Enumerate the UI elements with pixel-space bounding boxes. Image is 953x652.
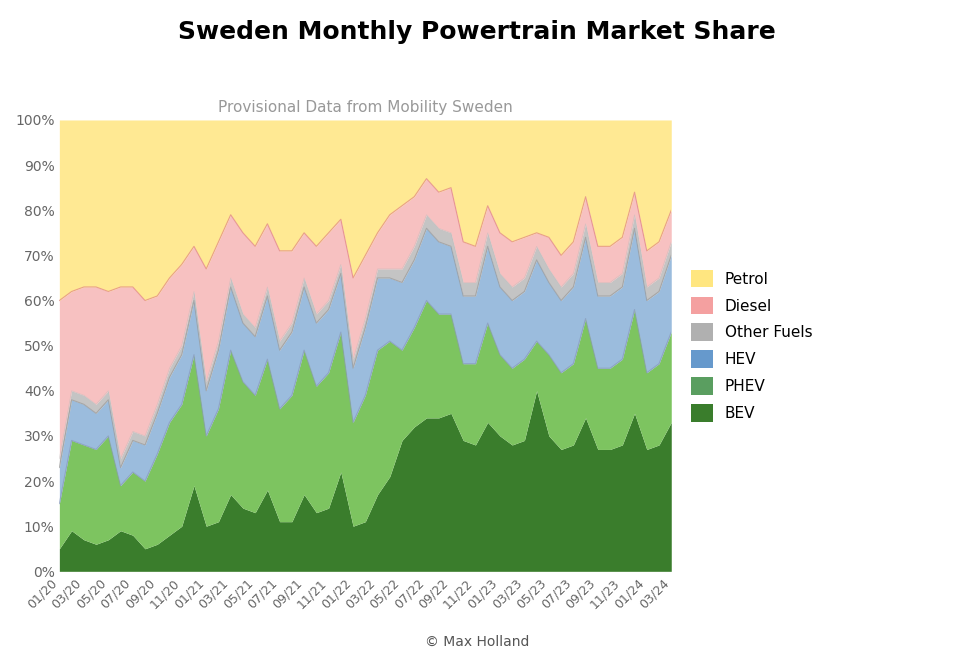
Text: Sweden Monthly Powertrain Market Share: Sweden Monthly Powertrain Market Share: [178, 20, 775, 44]
Title: Provisional Data from Mobility Sweden: Provisional Data from Mobility Sweden: [217, 100, 512, 115]
Legend: Petrol, Diesel, Other Fuels, HEV, PHEV, BEV: Petrol, Diesel, Other Fuels, HEV, PHEV, …: [684, 263, 818, 428]
Text: © Max Holland: © Max Holland: [424, 634, 529, 649]
